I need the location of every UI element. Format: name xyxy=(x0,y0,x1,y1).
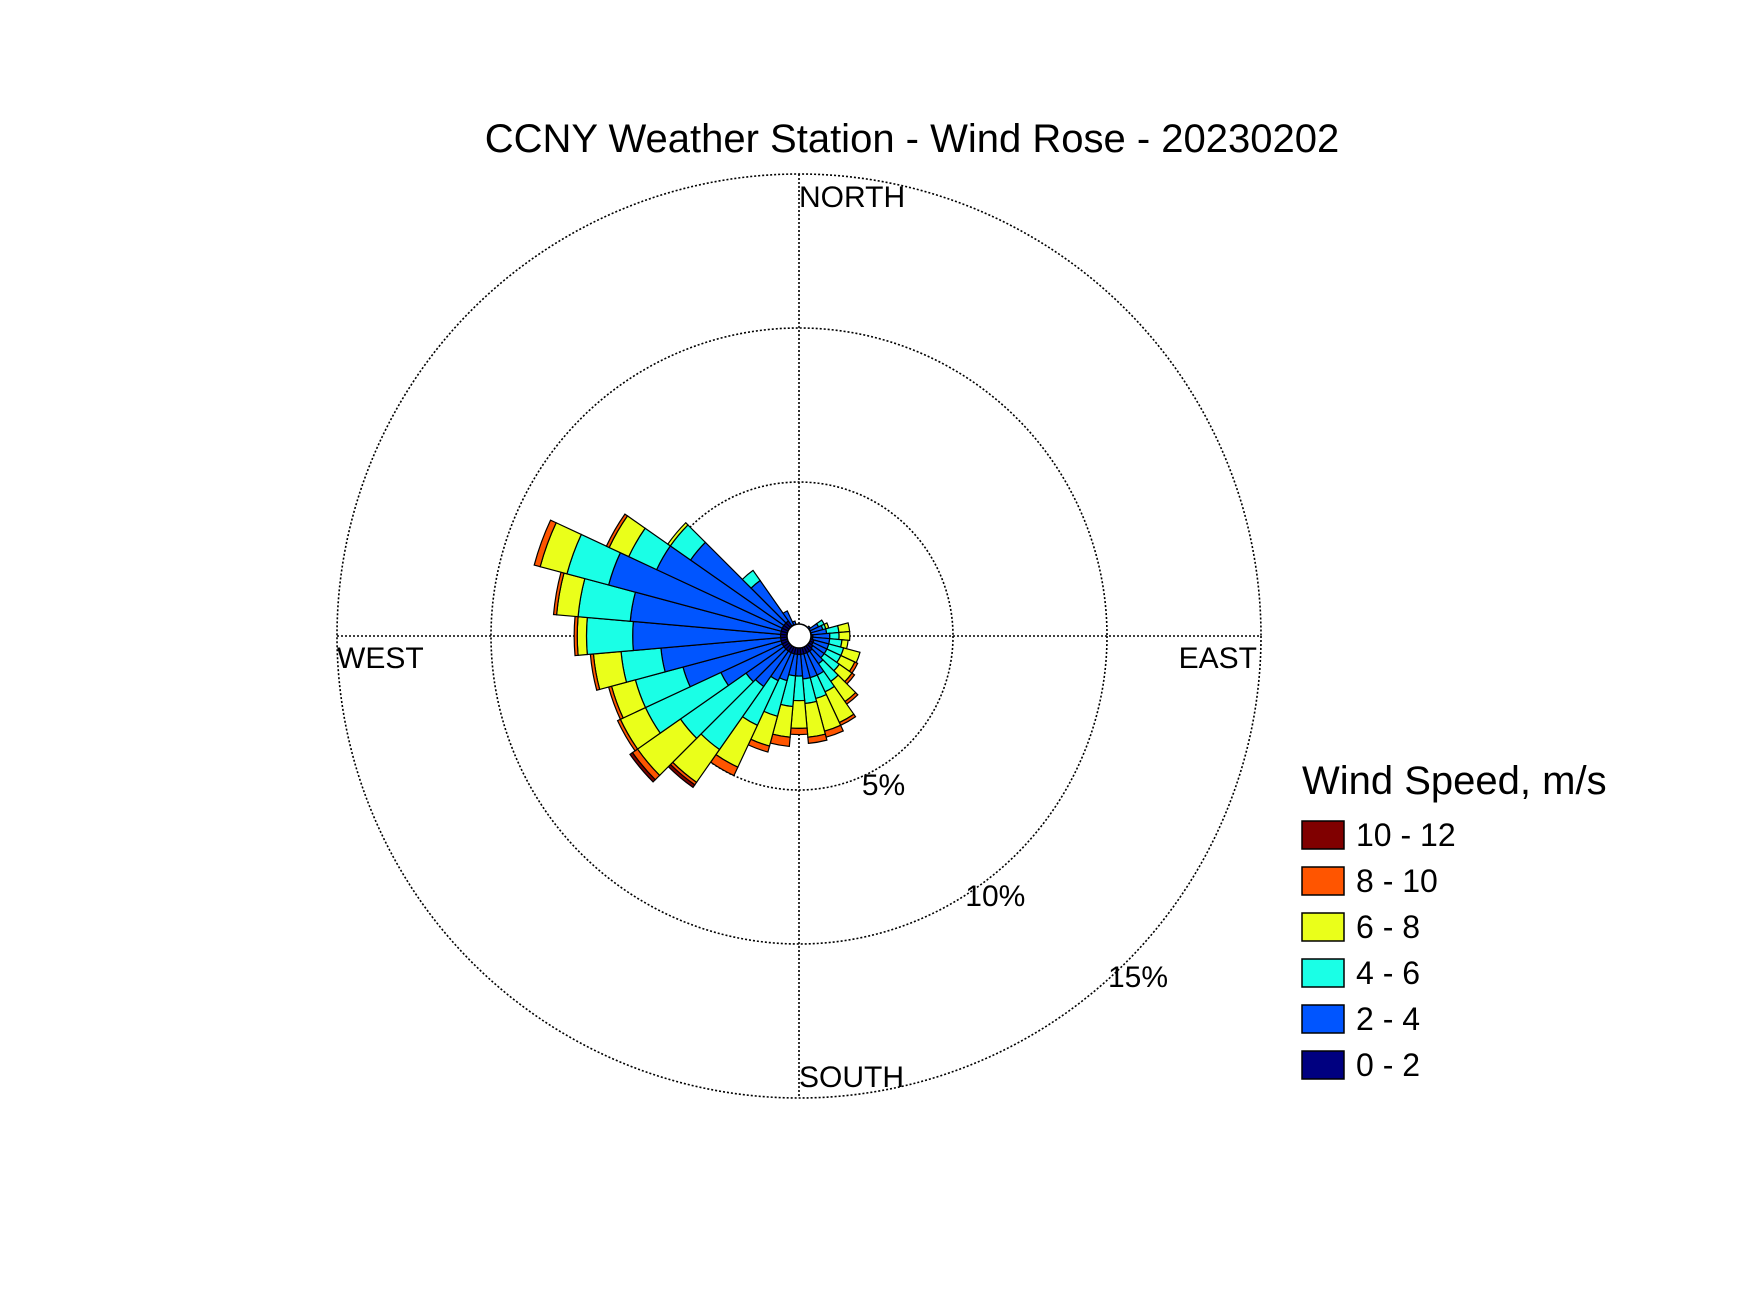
sector-320-bin-2 xyxy=(741,569,761,589)
legend-label-0: 10 - 12 xyxy=(1356,817,1456,853)
sector-240-bin-4 xyxy=(616,718,639,752)
ring-label-15: 15% xyxy=(1108,961,1168,994)
ring-labels: 5% 10% 15% xyxy=(862,769,1168,994)
sector-310-bin-3 xyxy=(666,521,689,547)
sector-270-bin-4 xyxy=(573,615,579,657)
legend-swatch-5 xyxy=(1301,1050,1345,1080)
compass-label-north: NORTH xyxy=(799,181,905,214)
ring-label-10: 10% xyxy=(965,880,1025,913)
chart-title: CCNY Weather Station - Wind Rose - 20230… xyxy=(485,117,1340,161)
sector-90-bin-3 xyxy=(838,630,851,642)
legend-label-1: 8 - 10 xyxy=(1356,863,1438,899)
sector-170-bin-4 xyxy=(807,733,828,745)
legend-label-3: 4 - 6 xyxy=(1356,955,1420,991)
legend-swatch-0 xyxy=(1301,820,1345,850)
legend-swatch-3 xyxy=(1301,958,1345,988)
legend-label-2: 6 - 8 xyxy=(1356,909,1420,945)
center-hole xyxy=(786,623,812,649)
legend: Wind Speed, m/s 10 - 12 8 - 10 6 - 8 4 - 6 2… xyxy=(1301,759,1607,1083)
wind-sectors xyxy=(533,513,861,789)
sector-180-bin-4 xyxy=(789,727,809,736)
sector-230-bin-5 xyxy=(629,751,657,783)
sector-270-bin-2 xyxy=(585,616,634,656)
sector-290-bin-4 xyxy=(533,519,557,568)
compass-label-west: WEST xyxy=(337,642,424,675)
legend-label-5: 0 - 2 xyxy=(1356,1047,1420,1083)
legend-items: 10 - 12 8 - 10 6 - 8 4 - 6 2 - 4 0 - 2 xyxy=(1301,817,1456,1083)
ring-label-5: 5% xyxy=(862,769,905,802)
legend-title: Wind Speed, m/s xyxy=(1302,759,1607,803)
legend-swatch-4 xyxy=(1301,1004,1345,1034)
compass-label-south: SOUTH xyxy=(799,1061,904,1094)
sector-270-bin-3 xyxy=(576,616,588,656)
compass-label-east: EAST xyxy=(1179,642,1257,675)
legend-label-4: 2 - 4 xyxy=(1356,1001,1420,1037)
sector-300-bin-4 xyxy=(605,513,629,549)
legend-swatch-1 xyxy=(1301,866,1345,896)
legend-swatch-2 xyxy=(1301,912,1345,942)
